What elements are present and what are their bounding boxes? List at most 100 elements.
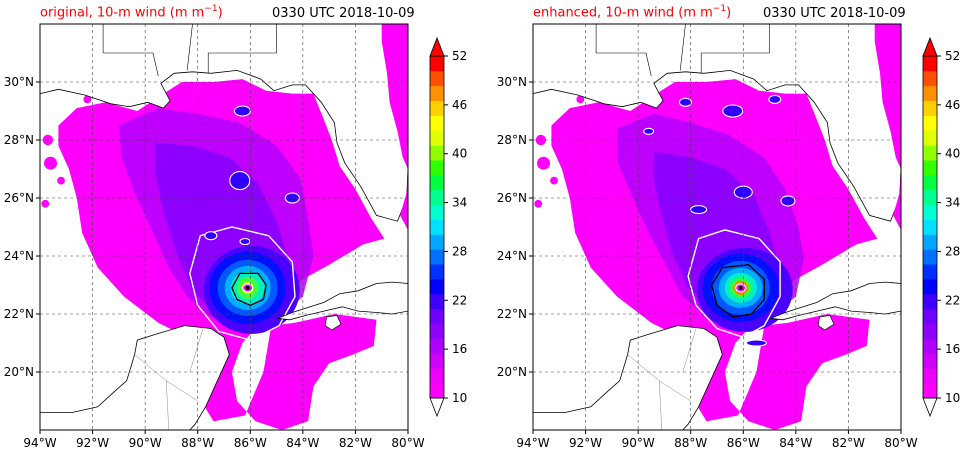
colorbar-tick-label: 10 <box>452 391 467 405</box>
wind-region-atlantic-east <box>874 24 901 169</box>
x-tick-label: 82°W <box>339 436 372 450</box>
colorbar-segment <box>923 130 937 146</box>
state-border <box>596 52 652 77</box>
y-tick-label: 26°N <box>497 191 527 205</box>
wind-speckle <box>534 199 543 208</box>
colorbar-segment <box>430 264 444 280</box>
colorbar-segment <box>430 160 444 176</box>
colorbar-extend-min <box>922 397 938 418</box>
contour-white-blob <box>233 105 251 117</box>
state-border <box>103 52 159 77</box>
land-north-america <box>532 23 902 222</box>
y-tick-label: 22°N <box>4 307 34 321</box>
colorbar-segment <box>923 383 937 399</box>
colorbar-segment <box>430 249 444 265</box>
colorbar-segment <box>923 85 937 102</box>
contour-white-blob <box>768 94 782 104</box>
colorbar-segment <box>430 279 444 295</box>
colorbar-segment <box>923 174 937 191</box>
colorbar-segment <box>430 189 444 206</box>
wind-map-enhanced: 94°W 92°W 90°W 88°W 86°W 84°W 82°W 80°W 20°N 22°N… <box>497 23 960 450</box>
contour-white-core <box>189 226 296 341</box>
colorbar-segment <box>923 70 937 87</box>
state-border <box>186 23 193 71</box>
colorbar-segment <box>923 293 937 310</box>
x-tick-label: 86°W <box>234 436 267 450</box>
colorbar-extend-max <box>429 36 445 57</box>
colorbar-segment <box>430 115 444 131</box>
colorbar-segment <box>430 204 444 220</box>
colorbar-frame <box>922 55 938 399</box>
wind-speckle <box>550 176 558 185</box>
colorbar-segment <box>923 323 937 339</box>
x-tick-label: 82°W <box>832 436 865 450</box>
colorbar-tick-label: 52 <box>945 49 960 63</box>
colorbar-tick-label: 28 <box>945 244 960 258</box>
panel-title: original, 10-m wind (m m−1) <box>40 4 223 21</box>
wind-speckle <box>57 176 65 185</box>
colorbar-tick-label: 22 <box>452 293 467 307</box>
colorbar-segment <box>923 308 937 325</box>
wind-region-keys <box>893 163 901 230</box>
state-border <box>700 24 770 74</box>
y-tick-label: 24°N <box>497 249 527 263</box>
contour-white-blob <box>690 205 708 215</box>
country-border <box>165 380 170 431</box>
x-tick-label: 92°W <box>569 436 602 450</box>
storm-eye-center <box>738 285 743 290</box>
colorbar-segment <box>430 130 444 146</box>
colorbar-segment <box>430 234 444 250</box>
land-isla-juventud <box>817 315 835 331</box>
colorbar-tick-label: 28 <box>452 244 467 258</box>
colorbar-segment <box>923 56 937 72</box>
colorbar-tick-label: 40 <box>945 147 960 161</box>
gridlines <box>40 24 408 430</box>
contour-black-core <box>231 272 267 307</box>
y-tick-label: 26°N <box>4 191 34 205</box>
country-border <box>682 328 697 373</box>
country-border <box>658 380 663 431</box>
colorbar-segment <box>923 353 937 369</box>
colorbar-segment <box>923 279 937 295</box>
colorbar-tick-label: 40 <box>452 147 467 161</box>
x-tick-label: 86°W <box>727 436 760 450</box>
colorbar-segment <box>430 56 444 72</box>
land-yucatan <box>532 325 723 431</box>
wind-speckle <box>44 156 58 170</box>
colorbar-segment <box>923 219 937 235</box>
colorbar: 10 16 22 28 34 40 46 52 <box>429 36 467 418</box>
x-tick-label: 90°W <box>129 436 162 450</box>
colorbar-tick-label: 22 <box>945 293 960 307</box>
contour-white-core <box>687 229 781 338</box>
colorbar-tick-label: 10 <box>945 391 960 405</box>
x-tick-label: 88°W <box>674 436 707 450</box>
colorbar-segment <box>923 189 937 206</box>
colorbar-segment <box>923 115 937 131</box>
y-tick-label: 20°N <box>4 365 34 379</box>
colorbar-tick-label: 52 <box>452 49 467 63</box>
colorbar-segment <box>923 249 937 265</box>
colorbar-segment <box>430 219 444 235</box>
x-tick-label: 94°W <box>23 436 56 450</box>
contour-white-blob <box>722 104 744 118</box>
x-tick-label: 84°W <box>286 436 319 450</box>
colorbar-frame <box>429 55 445 399</box>
colorbar-tick-label: 46 <box>452 98 467 112</box>
y-tick-label: 20°N <box>497 365 527 379</box>
x-tick-label: 90°W <box>622 436 655 450</box>
colorbar-extend-max <box>922 36 938 57</box>
contour-white-blob <box>229 171 251 191</box>
colorbar-segment <box>430 174 444 191</box>
panel-timestamp: 0330 UTC 2018-10-09 <box>272 6 415 21</box>
y-tick-label: 28°N <box>497 133 527 147</box>
colorbar-segment <box>923 160 937 176</box>
colorbar-extend-min <box>429 397 445 418</box>
colorbar-segment <box>430 383 444 399</box>
land-yucatan <box>39 325 230 431</box>
wind-map-original: 94°W 92°W 90°W 88°W 86°W 84°W 82°W 80°W 20°N 22°N… <box>4 23 467 450</box>
colorbar-tick-label: 16 <box>452 342 467 356</box>
storm-eye-center <box>245 285 250 290</box>
colorbar-segment <box>430 338 444 354</box>
country-border <box>189 328 204 373</box>
colorbar-segment <box>923 145 937 161</box>
